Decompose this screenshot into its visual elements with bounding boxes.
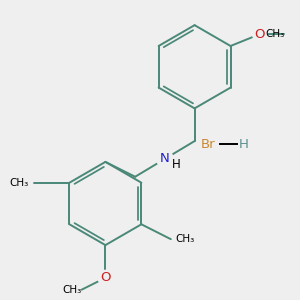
- Text: O: O: [255, 28, 265, 40]
- Text: CH₃: CH₃: [175, 234, 194, 244]
- Text: CH₃: CH₃: [9, 178, 28, 188]
- Text: H: H: [171, 158, 180, 171]
- Text: H: H: [239, 138, 249, 151]
- Text: N: N: [160, 152, 170, 165]
- Text: CH₃: CH₃: [265, 29, 285, 39]
- Text: O: O: [100, 271, 111, 284]
- Text: Br: Br: [201, 138, 215, 151]
- Text: CH₃: CH₃: [62, 285, 82, 295]
- Circle shape: [157, 151, 173, 167]
- Circle shape: [253, 27, 267, 41]
- Circle shape: [98, 270, 113, 285]
